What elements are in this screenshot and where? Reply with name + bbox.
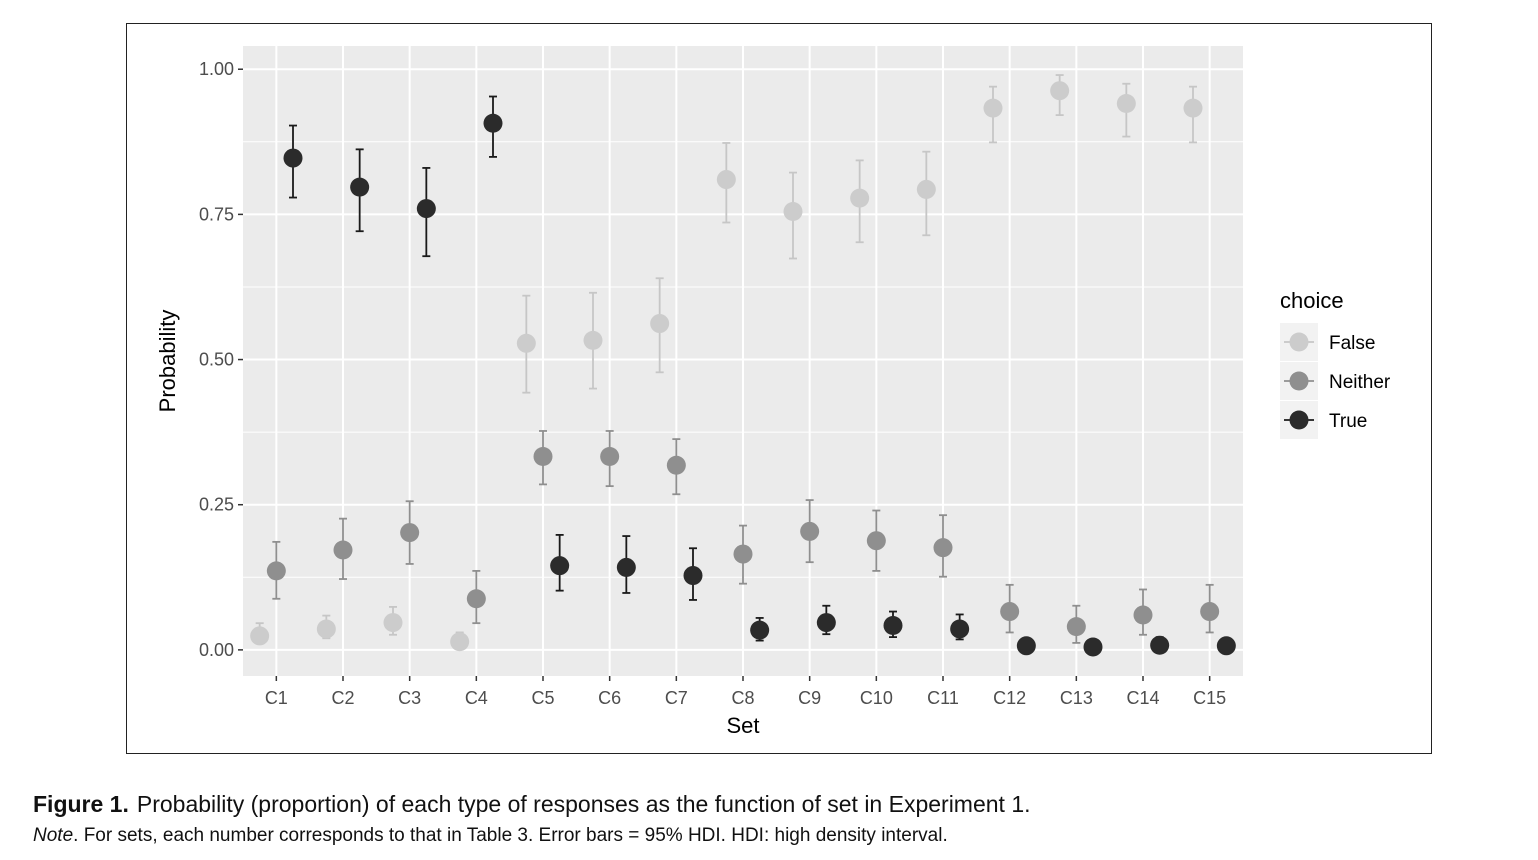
data-point: [466, 589, 486, 609]
x-axis-title: Set: [726, 713, 759, 738]
data-point: [983, 98, 1003, 118]
data-point: [583, 330, 603, 350]
legend-label: Neither: [1329, 372, 1391, 393]
data-point: [600, 447, 620, 467]
data-point: [250, 626, 270, 646]
x-tick-label: C9: [798, 688, 821, 708]
x-tick-label: C11: [927, 688, 959, 708]
legend: choice False Neither True: [1280, 288, 1391, 439]
note-text: . For sets, each number corresponds to t…: [73, 825, 948, 846]
figure-title: Probability (proportion) of each type of…: [136, 791, 1031, 817]
figure-label: Figure 1.: [33, 791, 129, 817]
x-tick-label: C3: [398, 688, 421, 708]
data-point: [383, 613, 403, 633]
legend-item-true: True: [1280, 401, 1367, 439]
data-point: [783, 201, 803, 221]
legend-item-neither: Neither: [1280, 362, 1391, 400]
data-point: [316, 619, 336, 639]
y-tick-label: 0.75: [199, 204, 234, 224]
data-point: [933, 538, 953, 558]
data-point: [1200, 602, 1220, 622]
data-point: [1000, 602, 1020, 622]
data-point: [616, 557, 636, 577]
x-tick-label: C14: [1126, 688, 1159, 708]
y-axis-title: Probability: [155, 310, 180, 413]
x-tick-label: C1: [265, 688, 288, 708]
data-point: [733, 544, 753, 564]
x-tick-label: C12: [993, 688, 1026, 708]
data-point: [816, 613, 836, 633]
data-point: [866, 531, 886, 551]
x-tick-label: C7: [665, 688, 688, 708]
legend-key-point: [1289, 332, 1309, 352]
data-point: [533, 447, 553, 467]
data-point: [1133, 605, 1153, 625]
data-point: [283, 148, 303, 168]
data-point: [550, 556, 570, 576]
data-point: [716, 170, 736, 190]
data-point: [1150, 635, 1170, 655]
data-point: [1066, 617, 1086, 637]
data-point: [683, 566, 703, 586]
caption-title-line: Figure 1. Probability (proportion) of eac…: [33, 788, 1513, 821]
data-point: [883, 615, 903, 635]
data-point: [800, 521, 820, 541]
data-point: [650, 314, 670, 334]
y-tick-label: 0.25: [199, 495, 234, 515]
series-neither: [266, 430, 1220, 644]
legend-label: False: [1329, 333, 1375, 354]
x-tick-label: C6: [598, 688, 621, 708]
series-true: [283, 95, 1236, 657]
data-point: [1016, 636, 1036, 656]
x-tick-label: C10: [860, 688, 893, 708]
axes: 0.00 0.25 0.50 0.75 1.00 C1 C2 C3 C4 C5 C6 C7 C8 C9 C1…: [199, 59, 1226, 708]
legend-title: choice: [1280, 288, 1344, 313]
data-point: [750, 620, 770, 640]
legend-item-false: False: [1280, 323, 1375, 361]
data-point: [1183, 98, 1203, 118]
figure-frame: 0.00 0.25 0.50 0.75 1.00 C1 C2 C3 C4 C5 C6 C7 C8 C9 C1…: [126, 23, 1432, 754]
data-point: [450, 632, 470, 652]
data-series: [250, 74, 1236, 657]
y-tick-label: 0.50: [199, 350, 234, 370]
caption-note-line: Note. For sets, each number corresponds …: [33, 823, 1513, 849]
data-point: [483, 113, 503, 133]
figure-caption: Figure 1. Probability (proportion) of eac…: [33, 788, 1513, 849]
data-point: [516, 333, 536, 353]
data-point: [1050, 81, 1070, 101]
x-tick-label: C2: [331, 688, 354, 708]
x-tick-label: C15: [1193, 688, 1226, 708]
y-tick-label: 1.00: [199, 59, 234, 79]
data-point: [950, 619, 970, 639]
x-tick-label: C4: [465, 688, 488, 708]
data-point: [416, 199, 436, 219]
note-label: Note: [33, 825, 74, 846]
data-point: [666, 455, 686, 475]
data-point: [333, 540, 353, 560]
data-point: [1083, 637, 1103, 657]
data-point: [1216, 636, 1236, 656]
data-point: [350, 177, 370, 197]
data-point: [400, 523, 420, 543]
x-tick-label: C5: [531, 688, 554, 708]
probability-chart: 0.00 0.25 0.50 0.75 1.00 C1 C2 C3 C4 C5 C6 C7 C8 C9 C1…: [155, 46, 1391, 738]
data-point: [850, 188, 870, 208]
series-false: [250, 74, 1203, 652]
data-point: [1116, 93, 1136, 113]
x-tick-label: C13: [1060, 688, 1093, 708]
legend-key-point: [1289, 371, 1309, 391]
y-tick-label: 0.00: [199, 640, 234, 660]
data-point: [266, 561, 286, 581]
legend-label: True: [1329, 411, 1367, 432]
data-point: [916, 179, 936, 199]
x-tick-label: C8: [731, 688, 754, 708]
legend-key-point: [1289, 410, 1309, 430]
